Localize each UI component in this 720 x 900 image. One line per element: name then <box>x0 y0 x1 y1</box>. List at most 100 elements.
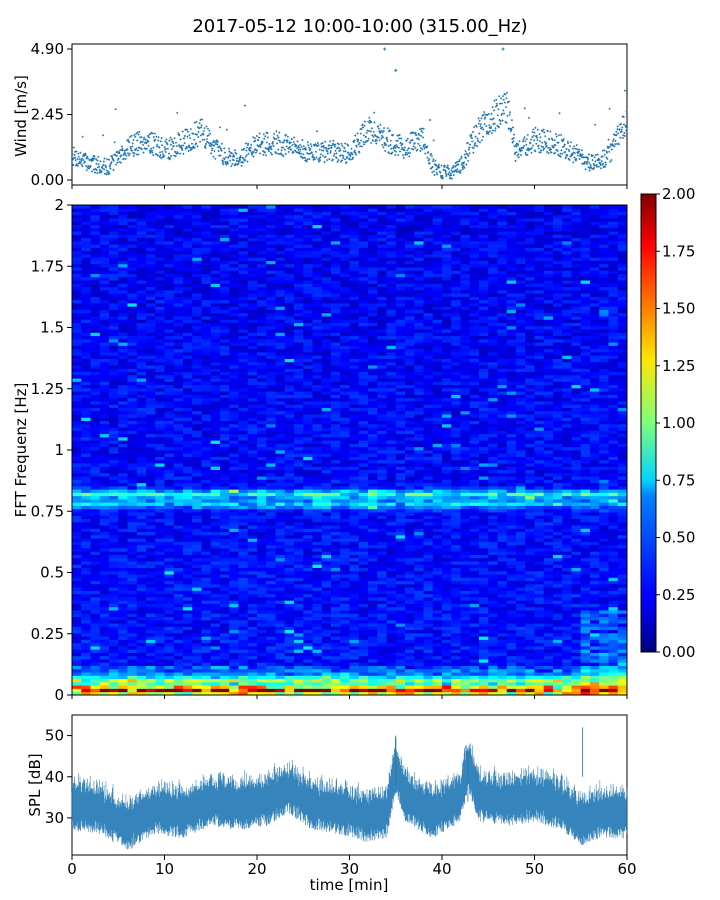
spectrogram-cell <box>201 368 212 372</box>
spectrogram-cell <box>331 551 341 555</box>
spectrogram-cell <box>368 636 378 640</box>
spectrogram-cell <box>99 616 110 621</box>
spectrogram-cell <box>164 325 175 330</box>
spectrogram-cell <box>164 237 175 242</box>
spectrogram-cell <box>349 440 360 444</box>
spectrogram-cell <box>109 551 119 555</box>
spectrogram-cell <box>210 280 221 284</box>
spectrogram-cell <box>136 433 147 438</box>
spectrogram-cell <box>238 394 249 399</box>
spectrogram-cell <box>247 355 258 359</box>
spectrogram-cell <box>229 521 239 526</box>
spectrogram-cell <box>284 247 295 252</box>
spectrogram-cell <box>349 316 360 320</box>
spectrogram-cell <box>303 234 313 239</box>
spectrogram-cell <box>358 606 369 611</box>
spectrogram-cell <box>183 348 193 353</box>
spectrogram-cell <box>238 554 249 559</box>
spectrogram-cell <box>294 309 304 314</box>
spectrogram-cell <box>164 335 175 340</box>
spectrogram-cell <box>81 368 91 372</box>
spectrogram-cell <box>312 655 323 660</box>
spectrogram-cell <box>284 665 295 670</box>
spectrogram-cell <box>210 237 221 242</box>
spectrogram-cell <box>247 551 258 555</box>
spectrogram-cell <box>118 639 128 644</box>
spectrogram-cell <box>284 231 295 235</box>
spectrogram-cell <box>72 371 82 376</box>
spectrogram-cell <box>321 508 332 513</box>
spectrogram-cell <box>321 303 332 307</box>
spectrogram-cell <box>294 410 304 415</box>
spectrogram-cell <box>247 499 258 503</box>
spectrogram-cell <box>155 502 165 506</box>
spectrogram-cell <box>164 629 175 634</box>
spectrogram-cell <box>321 456 332 461</box>
spectrogram-cell <box>358 368 369 372</box>
spectrogram-cell <box>340 417 350 421</box>
spectrogram-cell <box>275 626 286 631</box>
spectrogram-cell <box>229 221 239 225</box>
spectrogram-cell <box>331 469 341 474</box>
spectrogram-cell <box>266 231 276 235</box>
spectrogram-cell <box>99 476 110 480</box>
spectrogram-cell <box>220 476 230 480</box>
spectrogram-cell <box>192 489 202 493</box>
spectrogram-cell <box>109 574 119 578</box>
spectrogram-cell <box>321 544 332 549</box>
spectrogram-cell <box>146 459 156 464</box>
spectrogram-cell <box>238 329 249 333</box>
spectrogram-cell <box>118 636 128 640</box>
spectrogram-cell <box>210 293 221 297</box>
spectrogram-cell <box>118 443 128 448</box>
spectrogram-cell <box>349 254 360 258</box>
spectrogram-cell <box>247 456 258 461</box>
spectrogram-cell <box>99 639 110 644</box>
spectrogram-cell <box>210 646 221 650</box>
spectrogram-cell <box>173 410 184 415</box>
spectrogram-cell <box>238 636 249 640</box>
spectrogram-cell <box>201 580 212 585</box>
spectrogram-cell <box>331 322 341 327</box>
spectrogram-cell <box>275 378 286 382</box>
spectrogram-cell <box>201 365 212 369</box>
spectrogram-cell <box>284 512 295 516</box>
spectrogram-cell <box>238 574 249 578</box>
spectrogram-cell <box>164 639 175 644</box>
spectrogram-cell <box>229 384 239 389</box>
spectrogram-cell <box>155 577 165 582</box>
spectrogram-cell <box>220 394 230 399</box>
spectrogram-cell <box>294 479 304 484</box>
spectrogram-cell <box>109 466 119 470</box>
spectrogram-cell <box>247 440 258 444</box>
spectrogram-cell <box>377 659 387 663</box>
spectrogram-cell <box>229 459 239 464</box>
spectrogram-cell <box>146 659 156 663</box>
spectrogram-cell <box>146 433 156 438</box>
spectrogram-cell <box>183 469 193 474</box>
spectrogram-cell <box>201 316 212 320</box>
spectrogram-cell <box>358 387 369 392</box>
spectrogram-cell <box>331 309 341 314</box>
spectrogram-cell <box>109 361 119 366</box>
spectrogram-cell <box>192 632 202 637</box>
spectrogram-cell <box>183 554 193 559</box>
spectrogram-cell <box>72 668 82 673</box>
spectrogram-cell <box>229 430 239 435</box>
spectrogram-cell <box>284 531 295 536</box>
spectrogram-cell <box>377 681 387 686</box>
spectrogram-cell <box>146 303 156 307</box>
spectrogram-cell <box>173 561 184 565</box>
spectrogram-cell <box>155 668 165 673</box>
spectrogram-cell <box>312 368 323 372</box>
spectrogram-cell <box>294 276 304 281</box>
spectrogram-cell <box>210 466 221 470</box>
spectrogram-cell <box>192 668 202 673</box>
spectrogram-cell <box>358 515 369 519</box>
spectrogram-cell <box>303 247 313 252</box>
spectrogram-cell <box>109 329 119 333</box>
spectrogram-cell <box>238 482 249 487</box>
spectrogram-cell <box>368 325 378 330</box>
spectrogram-cell <box>312 433 323 438</box>
spectrogram-cell <box>368 459 378 464</box>
